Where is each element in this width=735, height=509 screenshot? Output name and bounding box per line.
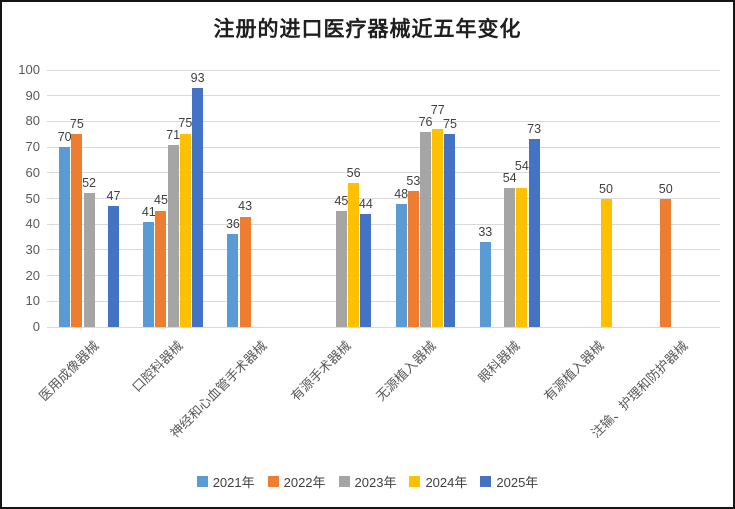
bar-2023年-口腔科器械 — [167, 144, 179, 327]
bar-2024年-有源手术器械 — [348, 183, 360, 327]
bar-2023年-医用成像器械 — [83, 193, 95, 327]
legend-item-2022年: 2022年 — [267, 472, 326, 491]
gridline — [47, 172, 720, 174]
y-axis-tick-label: 80 — [25, 113, 40, 129]
gridline — [47, 146, 720, 148]
gridline — [47, 223, 720, 225]
legend-label: 2025年 — [496, 475, 539, 490]
y-axis-tick-label: 90 — [25, 87, 40, 103]
bar-value-label: 70 — [57, 130, 72, 145]
legend-swatch-icon — [196, 476, 208, 487]
y-axis-tick-label: 40 — [25, 216, 40, 232]
bar-value-label: 75 — [443, 117, 457, 132]
bar-2021年-神经和心血管手术器械 — [227, 234, 239, 327]
bar-value-label: 71 — [166, 127, 181, 142]
bar-value-label: 45 — [334, 194, 349, 209]
bar-value-label: 44 — [358, 196, 373, 211]
bar-value-label: 76 — [418, 114, 433, 129]
bar-2022年-医用成像器械 — [71, 134, 83, 327]
y-axis-tick-label: 20 — [25, 267, 40, 283]
bar-value-label: 54 — [514, 159, 529, 174]
bar-value-label: 48 — [394, 186, 409, 201]
plot-area: 70 75 52 47 41 45 71 75 93 36 43 45 56 44 48 53 76 77 75 33… — [47, 69, 720, 328]
bar-value-label: 43 — [238, 199, 253, 214]
bar-value-label: 77 — [430, 102, 445, 117]
bar-value-label: 45 — [154, 192, 168, 207]
gridline — [47, 300, 720, 302]
bar-2024年-无源植入器械 — [432, 129, 444, 327]
bar-2023年-无源植入器械 — [420, 131, 432, 327]
x-axis-category-label: 眼科器械 — [475, 338, 523, 386]
legend-item-2021年: 2021年 — [196, 472, 255, 491]
bar-value-label: 52 — [82, 176, 97, 191]
bar-2022年-无源植入器械 — [407, 190, 419, 327]
bar-2021年-无源植入器械 — [395, 203, 407, 327]
bar-value-label: 75 — [178, 115, 193, 130]
legend-swatch-icon — [267, 476, 279, 487]
legend-item-2025年: 2025年 — [480, 472, 538, 491]
bar-value-label: 41 — [141, 204, 156, 219]
bar-2025年-眼科器械 — [528, 139, 540, 327]
y-axis-tick-label: 0 — [32, 319, 40, 334]
gridline — [47, 198, 720, 199]
legend-swatch-icon — [480, 476, 492, 487]
bar-2022年-口腔科器械 — [155, 211, 167, 327]
gridline — [47, 249, 720, 251]
gridline — [47, 326, 720, 328]
bar-value-label: 56 — [346, 166, 361, 181]
bar-value-label: 53 — [406, 173, 421, 188]
legend-swatch-icon — [338, 476, 350, 487]
bar-value-label: 47 — [106, 189, 121, 204]
bar-value-label: 75 — [69, 117, 84, 132]
bar-2024年-口腔科器械 — [179, 134, 191, 327]
bar-2021年-口腔科器械 — [143, 221, 155, 327]
x-axis-category-label: 医用成像器械 — [36, 338, 102, 404]
legend: 2021年 2022年 2023年 2024年 2025年 — [2, 472, 733, 491]
bar-2024年-眼科器械 — [516, 188, 528, 327]
legend-item-2023年: 2023年 — [338, 472, 397, 491]
bar-2022年-注输、护理和防护器械 — [660, 198, 672, 327]
legend-label: 2022年 — [283, 475, 326, 490]
bar-2021年-眼科器械 — [479, 242, 491, 327]
gridline — [47, 69, 720, 71]
chart-title: 注册的进口医疗器械近五年变化 — [213, 18, 522, 41]
y-axis-tick-label: 10 — [25, 293, 40, 309]
x-axis-category-label: 有源手术器械 — [288, 338, 355, 404]
bar-2024年-有源植入器械 — [600, 198, 612, 327]
legend-label: 2021年 — [212, 475, 255, 490]
bar-value-label: 33 — [478, 225, 493, 240]
bar-2025年-有源手术器械 — [360, 213, 372, 327]
y-axis-tick-label: 100 — [18, 62, 40, 77]
x-axis-category-label: 无源植入器械 — [372, 338, 439, 404]
y-axis-tick-label: 60 — [25, 164, 40, 180]
bar-2025年-医用成像器械 — [107, 206, 119, 327]
x-axis-category-label: 口腔科器械 — [129, 338, 186, 395]
bar-value-label: 50 — [658, 181, 673, 196]
bar-value-label: 73 — [527, 122, 542, 137]
bar-value-label: 93 — [190, 70, 205, 85]
gridline — [47, 275, 720, 277]
legend-label: 2023年 — [354, 475, 397, 490]
y-axis-tick-label: 50 — [25, 190, 40, 206]
legend-swatch-icon — [409, 476, 421, 487]
bar-2023年-眼科器械 — [504, 188, 516, 327]
bar-2025年-无源植入器械 — [444, 134, 456, 327]
bar-value-label: 36 — [225, 217, 240, 232]
legend-item-2024年: 2024年 — [409, 472, 467, 491]
bar-2021年-医用成像器械 — [59, 147, 71, 327]
legend-label: 2024年 — [425, 475, 468, 490]
bar-value-label: 50 — [599, 181, 613, 196]
bar-value-label: 54 — [502, 171, 517, 186]
y-axis-tick-label: 30 — [25, 241, 40, 257]
bar-2022年-神经和心血管手术器械 — [239, 216, 251, 327]
x-axis-category-label: 有源植入器械 — [540, 338, 607, 404]
bar-2023年-有源手术器械 — [335, 211, 347, 327]
bar-2025年-口腔科器械 — [192, 88, 204, 327]
gridline — [47, 120, 720, 122]
gridline — [47, 95, 720, 97]
y-axis-tick-label: 70 — [25, 139, 40, 155]
